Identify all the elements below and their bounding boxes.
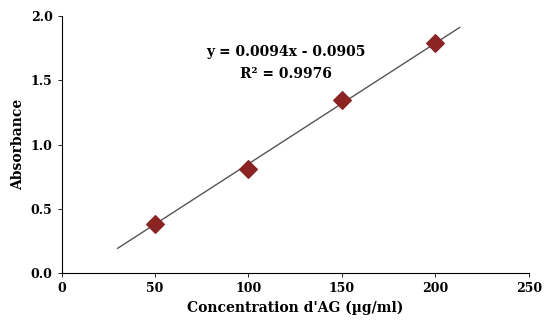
X-axis label: Concentration d'AG (µg/ml): Concentration d'AG (µg/ml) [187, 301, 403, 315]
Point [244, 166, 253, 171]
Text: y = 0.0094x - 0.0905: y = 0.0094x - 0.0905 [206, 45, 366, 59]
Point [150, 221, 159, 227]
Point [337, 97, 346, 102]
Point [431, 40, 440, 46]
Y-axis label: Absorbance: Absorbance [11, 99, 25, 190]
Text: R² = 0.9976: R² = 0.9976 [240, 67, 332, 81]
